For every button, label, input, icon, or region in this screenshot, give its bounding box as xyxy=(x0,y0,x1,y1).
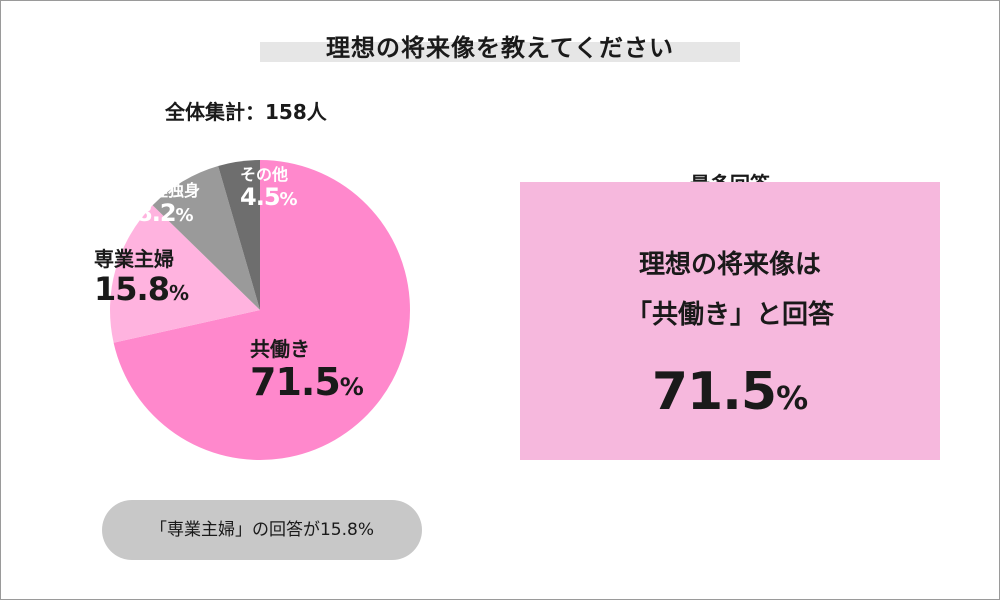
slice-name: 専業主婦 xyxy=(94,247,174,271)
top-answer-line1: 理想の将来像は xyxy=(638,250,821,280)
slice-value: 4.5 xyxy=(240,183,281,212)
slice-unit: % xyxy=(168,281,189,305)
slice-name: その他 xyxy=(240,165,289,184)
slice-value: 15.8 xyxy=(94,270,170,308)
top-answer-unit: % xyxy=(776,379,809,417)
chart-title: 理想の将来像を教えてください xyxy=(325,34,675,62)
top-answer-line2: 「共働き」と回答 xyxy=(625,300,834,330)
slice-name: 共働き xyxy=(250,337,310,361)
pie-slices xyxy=(110,160,410,460)
title-highlight-bar xyxy=(260,42,740,62)
pie-slice-kyobataraki xyxy=(113,160,410,460)
slice-label-sengyoshufu: 専業主婦 15.8% xyxy=(94,248,189,308)
slice-label-sonota: その他 4.5% xyxy=(240,165,298,212)
pie-slice-sengyoshufu xyxy=(110,205,260,343)
slice-label-kyobataraki: 共働き 71.5% xyxy=(250,338,364,405)
slice-name: 生涯独身 xyxy=(136,181,201,200)
slice-unit: % xyxy=(175,205,194,227)
top-answer-percent: 71.5% xyxy=(520,362,940,422)
slice-percent: 4.5% xyxy=(240,184,298,212)
top-answer-box: 理想の将来像は 「共働き」と回答 71.5% xyxy=(520,182,940,460)
slice-value: 8.2 xyxy=(136,199,177,228)
pie-slice-shogaidokushin xyxy=(152,165,260,310)
note-pill: 「専業主婦」の回答が15.8% xyxy=(102,500,422,560)
slice-unit: % xyxy=(339,373,364,401)
slice-value: 71.5 xyxy=(250,360,341,404)
top-answer-value: 71.5 xyxy=(651,362,777,422)
slice-unit: % xyxy=(279,189,298,211)
slice-label-shogaidokushin: 生涯独身 8.2% xyxy=(136,181,201,228)
pie-slice-sonota xyxy=(218,160,260,310)
slice-percent: 15.8% xyxy=(94,271,189,308)
total-respondents: 全体集計：158人 xyxy=(165,100,327,124)
slice-percent: 8.2% xyxy=(136,200,200,228)
slice-percent: 71.5% xyxy=(250,360,364,405)
